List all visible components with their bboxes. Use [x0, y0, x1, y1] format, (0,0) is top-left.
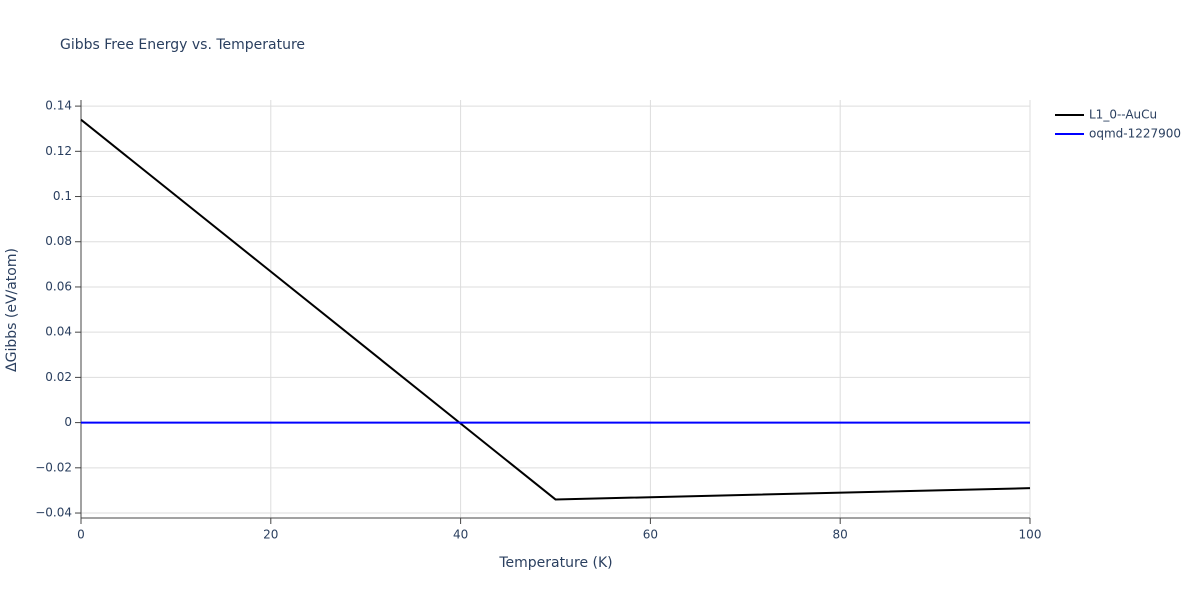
y-tick-label: 0.04 — [45, 325, 72, 339]
y-axis-title: ΔGibbs (eV/atom) — [4, 248, 20, 372]
y-tick-label: −0.04 — [35, 506, 72, 520]
y-tick-label: −0.02 — [35, 460, 72, 474]
legend-label: L1_0--AuCu — [1089, 108, 1157, 122]
x-tick-label: 0 — [77, 528, 85, 542]
chart-title: Gibbs Free Energy vs. Temperature — [60, 37, 305, 53]
y-tick-label: 0.1 — [53, 189, 72, 203]
x-tick-label: 60 — [643, 528, 658, 542]
legend-label: oqmd-1227900 — [1089, 127, 1181, 141]
series-line — [80, 118, 1031, 501]
y-tick-label: 0.06 — [45, 279, 72, 293]
y-tick-label: 0.08 — [45, 234, 72, 248]
y-tick-label: 0.12 — [45, 144, 72, 158]
x-axis-title: Temperature (K) — [498, 555, 612, 571]
x-tick-label: 80 — [833, 528, 848, 542]
y-tick-label: 0 — [64, 415, 72, 429]
y-tick-label: 0.02 — [45, 370, 72, 384]
x-tick-label: 20 — [263, 528, 278, 542]
x-tick-label: 100 — [1019, 528, 1042, 542]
y-tick-label: 0.14 — [45, 99, 72, 113]
x-tick-label: 40 — [453, 528, 468, 542]
